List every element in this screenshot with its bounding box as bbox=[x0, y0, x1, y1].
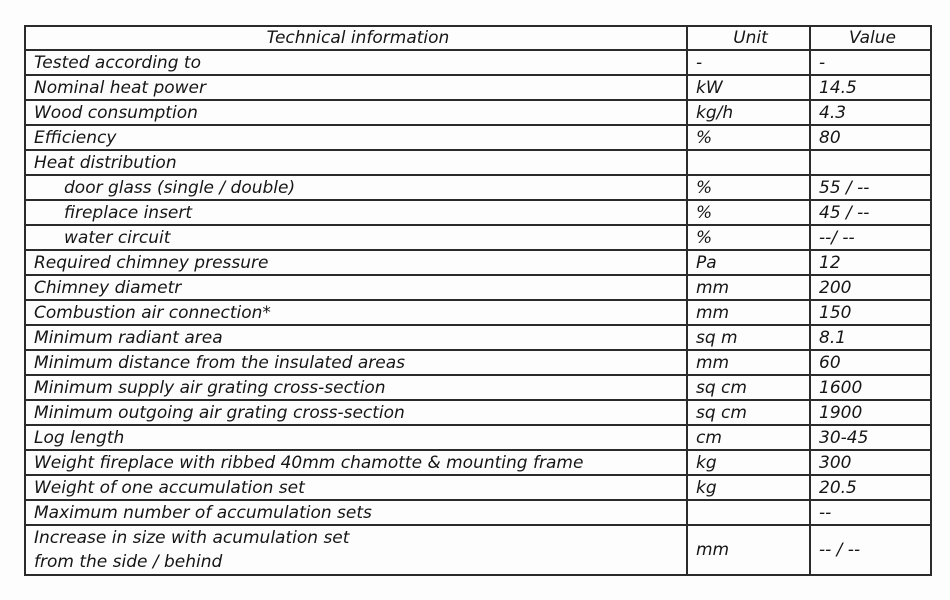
table-row: Nominal heat power kW 14.5 bbox=[24, 74, 932, 101]
table-row: Combustion air connection* mm 150 bbox=[24, 299, 932, 326]
row-unit: mm bbox=[686, 274, 811, 301]
table-row-sub: water circuit % --/ -- bbox=[24, 224, 932, 251]
row-value: 4.3 bbox=[809, 99, 932, 126]
row-label: Log length bbox=[24, 424, 688, 451]
row-unit: sq m bbox=[686, 324, 811, 351]
row-unit: % bbox=[686, 124, 811, 151]
row-label: water circuit bbox=[24, 224, 688, 251]
table-row-sub: fireplace insert % 45 / -- bbox=[24, 199, 932, 226]
row-value bbox=[809, 149, 932, 176]
row-value: -- / -- bbox=[809, 524, 932, 576]
row-value: 60 bbox=[809, 349, 932, 376]
row-unit: % bbox=[686, 174, 811, 201]
row-label: Minimum radiant area bbox=[24, 324, 688, 351]
table-row: Weight of one accumulation set kg 20.5 bbox=[24, 474, 932, 501]
row-label: Minimum supply air grating cross-section bbox=[24, 374, 688, 401]
row-value: 300 bbox=[809, 449, 932, 476]
table-row: Chimney diametr mm 200 bbox=[24, 274, 932, 301]
row-value: -- bbox=[809, 499, 932, 526]
row-label: Wood consumption bbox=[24, 99, 688, 126]
header-unit: Unit bbox=[686, 25, 811, 51]
table-row: Minimum supply air grating cross-section… bbox=[24, 374, 932, 401]
table-row: Increase in size with acumulation set fr… bbox=[24, 524, 932, 576]
table-row: Required chimney pressure Pa 12 bbox=[24, 249, 932, 276]
row-value: 1600 bbox=[809, 374, 932, 401]
row-label: Weight fireplace with ribbed 40mm chamot… bbox=[24, 449, 688, 476]
row-unit bbox=[686, 499, 811, 526]
row-unit bbox=[686, 149, 811, 176]
header-technical-information: Technical information bbox=[24, 25, 688, 51]
row-label: fireplace insert bbox=[24, 199, 688, 226]
row-value: - bbox=[809, 49, 932, 76]
technical-info-table: Technical information Unit Value Tested … bbox=[24, 25, 932, 576]
table-row: Minimum distance from the insulated area… bbox=[24, 349, 932, 376]
row-value: 30-45 bbox=[809, 424, 932, 451]
row-label: Maximum number of accumulation sets bbox=[24, 499, 688, 526]
row-unit: mm bbox=[686, 349, 811, 376]
row-unit: sq cm bbox=[686, 374, 811, 401]
row-value: 8.1 bbox=[809, 324, 932, 351]
row-unit: sq cm bbox=[686, 399, 811, 426]
row-unit: cm bbox=[686, 424, 811, 451]
table-row-group-heading: Heat distribution bbox=[24, 149, 932, 176]
table-row-sub: door glass (single / double) % 55 / -- bbox=[24, 174, 932, 201]
row-value: 20.5 bbox=[809, 474, 932, 501]
table-row: Minimum outgoing air grating cross-secti… bbox=[24, 399, 932, 426]
row-unit: Pa bbox=[686, 249, 811, 276]
row-value: 200 bbox=[809, 274, 932, 301]
row-label: Minimum outgoing air grating cross-secti… bbox=[24, 399, 688, 426]
row-value: --/ -- bbox=[809, 224, 932, 251]
row-unit: mm bbox=[686, 299, 811, 326]
table-row: Maximum number of accumulation sets -- bbox=[24, 499, 932, 526]
table-row: Weight fireplace with ribbed 40mm chamot… bbox=[24, 449, 932, 476]
table-row: Log length cm 30-45 bbox=[24, 424, 932, 451]
row-label: Increase in size with acumulation set fr… bbox=[24, 524, 688, 576]
row-value: 14.5 bbox=[809, 74, 932, 101]
row-label: Efficiency bbox=[24, 124, 688, 151]
row-unit: kg bbox=[686, 474, 811, 501]
row-label: Combustion air connection* bbox=[24, 299, 688, 326]
row-unit: - bbox=[686, 49, 811, 76]
row-value: 12 bbox=[809, 249, 932, 276]
header-row: Technical information Unit Value bbox=[24, 25, 932, 51]
table-row: Minimum radiant area sq m 8.1 bbox=[24, 324, 932, 351]
row-value: 80 bbox=[809, 124, 932, 151]
table-row: Tested according to - - bbox=[24, 49, 932, 76]
table-row: Wood consumption kg/h 4.3 bbox=[24, 99, 932, 126]
row-label: Required chimney pressure bbox=[24, 249, 688, 276]
row-unit: kg bbox=[686, 449, 811, 476]
header-value: Value bbox=[809, 25, 932, 51]
row-label: Minimum distance from the insulated area… bbox=[24, 349, 688, 376]
row-unit: kg/h bbox=[686, 99, 811, 126]
row-label: Weight of one accumulation set bbox=[24, 474, 688, 501]
row-unit: mm bbox=[686, 524, 811, 576]
row-value: 150 bbox=[809, 299, 932, 326]
row-label: Nominal heat power bbox=[24, 74, 688, 101]
row-label: Chimney diametr bbox=[24, 274, 688, 301]
row-value: 1900 bbox=[809, 399, 932, 426]
row-unit: kW bbox=[686, 74, 811, 101]
row-label: Heat distribution bbox=[24, 149, 688, 176]
row-unit: % bbox=[686, 224, 811, 251]
row-label: door glass (single / double) bbox=[24, 174, 688, 201]
row-value: 45 / -- bbox=[809, 199, 932, 226]
table-row: Efficiency % 80 bbox=[24, 124, 932, 151]
row-value: 55 / -- bbox=[809, 174, 932, 201]
row-unit: % bbox=[686, 199, 811, 226]
row-label: Tested according to bbox=[24, 49, 688, 76]
